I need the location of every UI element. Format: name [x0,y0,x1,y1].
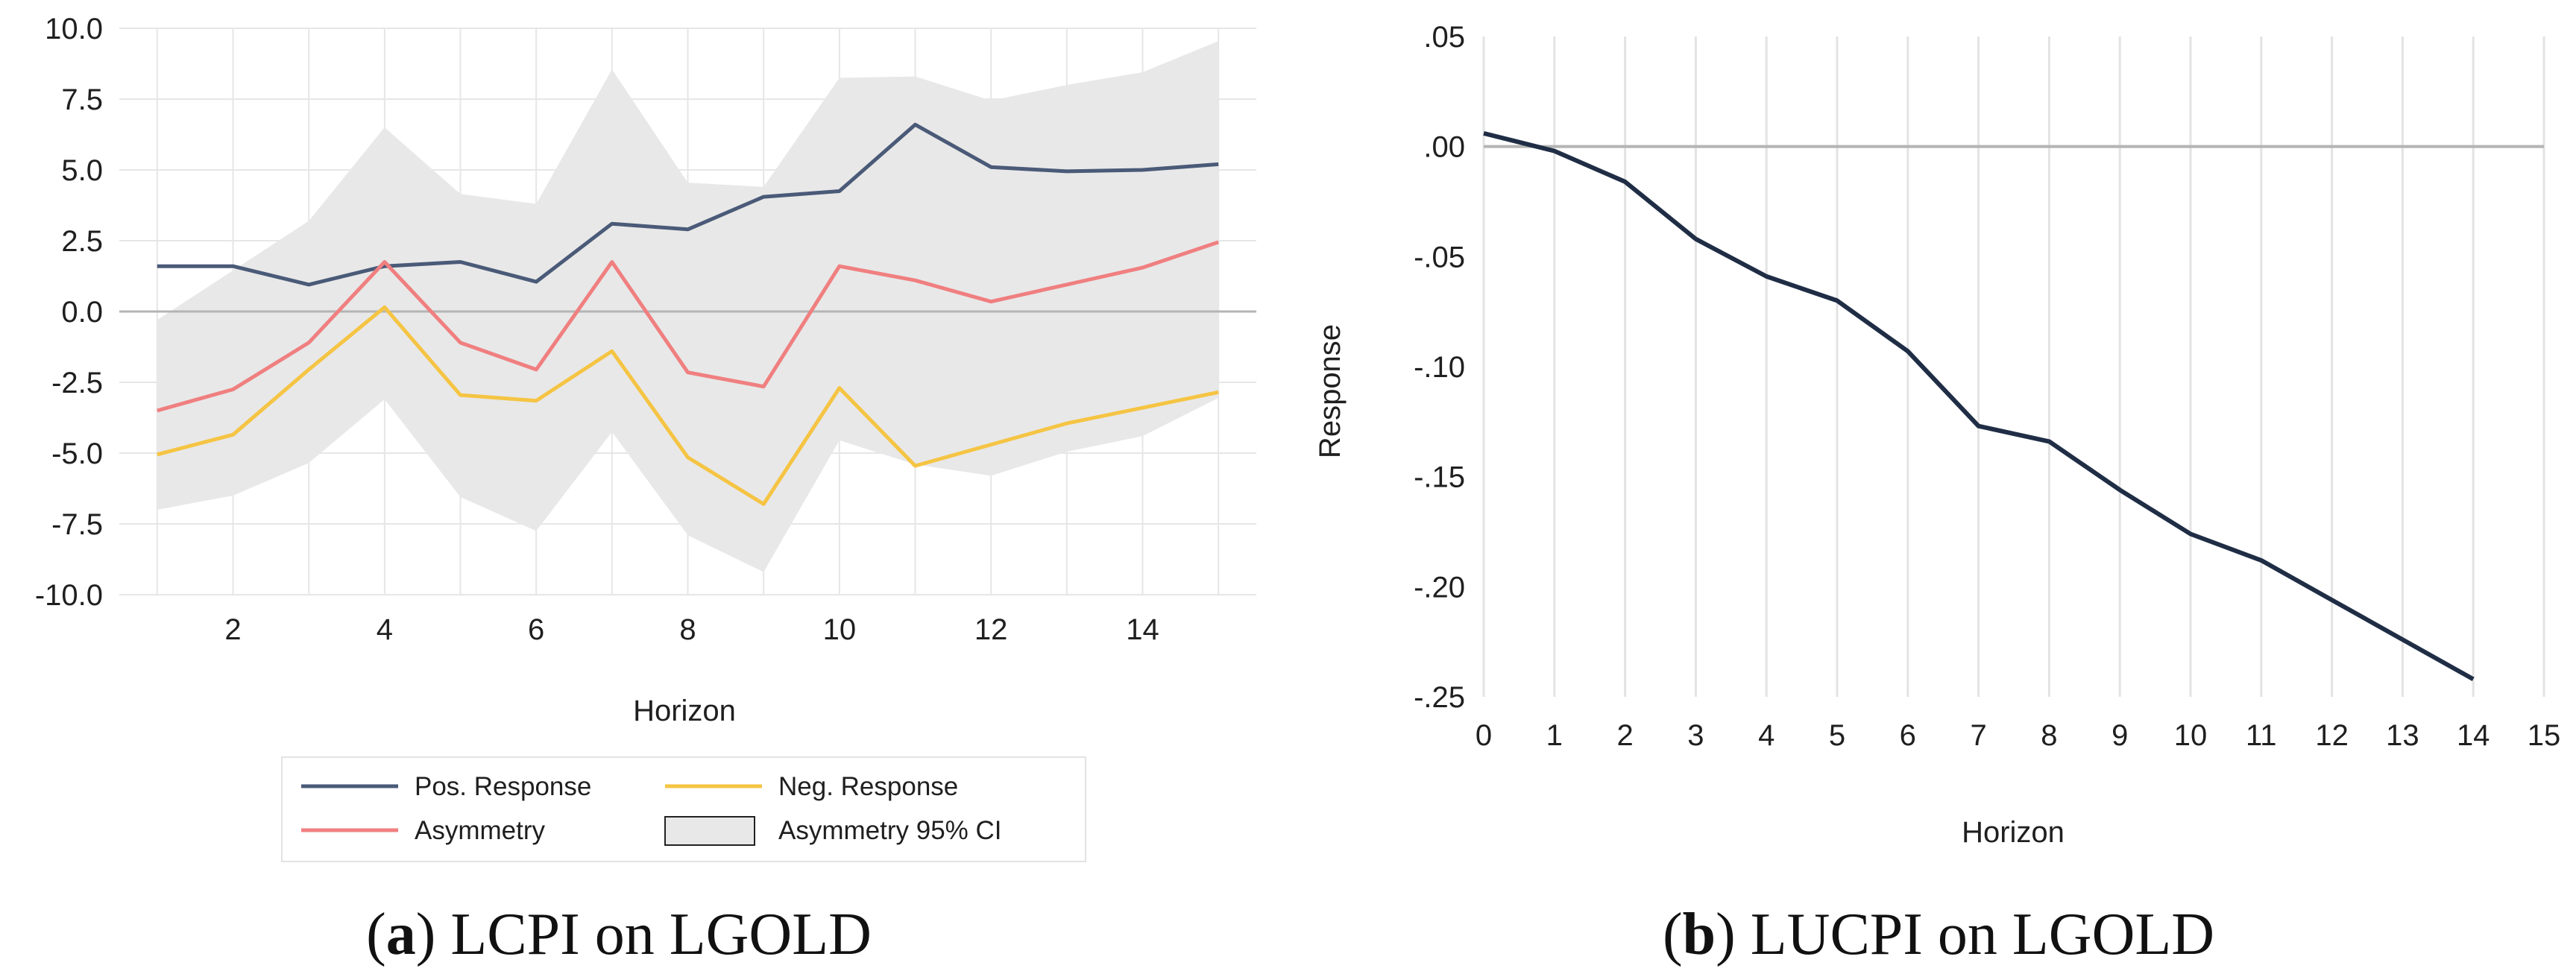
a-ytick-5-0: 5.0 [61,154,103,187]
b-series-group [1483,130,2475,682]
b-xtick-13: 13 [2386,719,2419,752]
a-xtick-8: 8 [679,613,696,646]
b-caption: (b) LUCPI on LGOLD [1663,902,2214,967]
a-series-group [157,122,1219,506]
a-caption-text: LCPI on LGOLD [450,902,871,967]
b-series-response [1483,130,2475,682]
a-ytick-7-5: 7.5 [61,83,103,116]
b-caption-letter: b [1683,902,1716,967]
a-legend-label-ci: Asymmetry 95% CI [778,816,1002,845]
a-ytick-7-5: -7.5 [51,508,103,541]
a-x-tick-labels: 2 4 6 8 10 12 14 [224,613,1159,646]
chart-b: .05.00-.05-.10-.15-.20-.25 0 1 2 3 4 5 6 7 8 9 10 1… [1314,21,2560,967]
a-xtick-14: 14 [1126,613,1159,646]
b-ytick-15: -.15 [1414,461,1465,494]
b-xtick-14: 14 [2457,719,2490,752]
a-legend: Pos. Response Neg. Response Asymmetry As… [281,756,1086,862]
a-caption-letter: a [386,902,416,967]
b-xtick-1: 1 [1546,719,1563,752]
b-xtick-10: 10 [2174,719,2208,752]
a-legend-label-neg: Neg. Response [778,772,958,801]
a-ytick-10-0: -10.0 [35,579,103,612]
a-legend-label-pos: Pos. Response [415,772,591,801]
a-xtick-6: 6 [528,613,544,646]
b-xtick-9: 9 [2111,719,2128,752]
a-series-neg-response [157,305,1219,506]
b-xtick-12: 12 [2315,719,2349,752]
a-caption: (a) LCPI on LGOLD [366,902,872,967]
a-xtick-12: 12 [974,613,1008,646]
b-xtick-5: 5 [1829,719,1845,752]
b-y-tick-labels: .05 .00 -.05 -.10 -.15 -.20 -.25 [1414,21,1465,714]
a-ci-band [157,41,1219,572]
a-xtick-4: 4 [377,613,393,646]
a-ytick-10-0: 10.0 [45,13,103,45]
a-legend-swatch-ci [664,816,755,846]
a-legend-label-asym: Asymmetry [415,816,546,845]
a-series-pos-response [157,122,1219,287]
b-xtick-11: 11 [2246,719,2277,752]
b-ytick-05: .05 [1423,21,1465,54]
b-y-axis-title: Response [1314,324,1347,458]
b-caption-text: LUCPI on LGOLD [1751,902,2214,967]
b-ytick-10: -.10 [1414,351,1465,384]
b-xtick-7: 7 [1970,719,1986,752]
a-ytick-2-5: -2.5 [51,367,103,399]
a-ytick-0-0: 0.0 [61,296,103,329]
b-ytick-25: -.25 [1414,681,1465,714]
a-ytick-2-5: 2.5 [61,225,103,258]
a-xtick-2: 2 [224,613,241,646]
b-xtick-4: 4 [1758,719,1774,752]
b-x-axis-title: Horizon [1962,816,2065,849]
a-x-axis-title: Horizon [633,695,736,727]
b-xtick-0: 0 [1476,719,1492,752]
a-ytick-5-0: -5.0 [51,437,103,470]
b-xtick-6: 6 [1900,719,1916,752]
b-grid [1482,37,2545,697]
a-y-tick-labels: 10.0 7.5 5.0 2.5 0.0 -2.5 -5.0 -7.5 -10.0 [35,13,103,612]
b-xtick-3: 3 [1687,719,1704,752]
b-ytick-20: -.20 [1414,571,1465,604]
a-xtick-10: 10 [823,613,857,646]
b-ytick-05: -.05 [1414,241,1465,274]
chart-a: 10.0 7.5 5.0 2.5 0.0 -2.5 -5.0 -7.5 -10.0 2 4 6 8 10… [35,13,1256,967]
a-series-asymmetry [157,240,1219,413]
b-xtick-2: 2 [1616,719,1633,752]
b-xtick-15: 15 [2528,719,2561,752]
b-x-tick-labels: 0 1 2 3 4 5 6 7 8 9 10 11 12 13 14 15 [1476,719,2560,752]
b-xtick-8: 8 [2041,719,2057,752]
b-ytick-00: .00 [1423,131,1465,164]
